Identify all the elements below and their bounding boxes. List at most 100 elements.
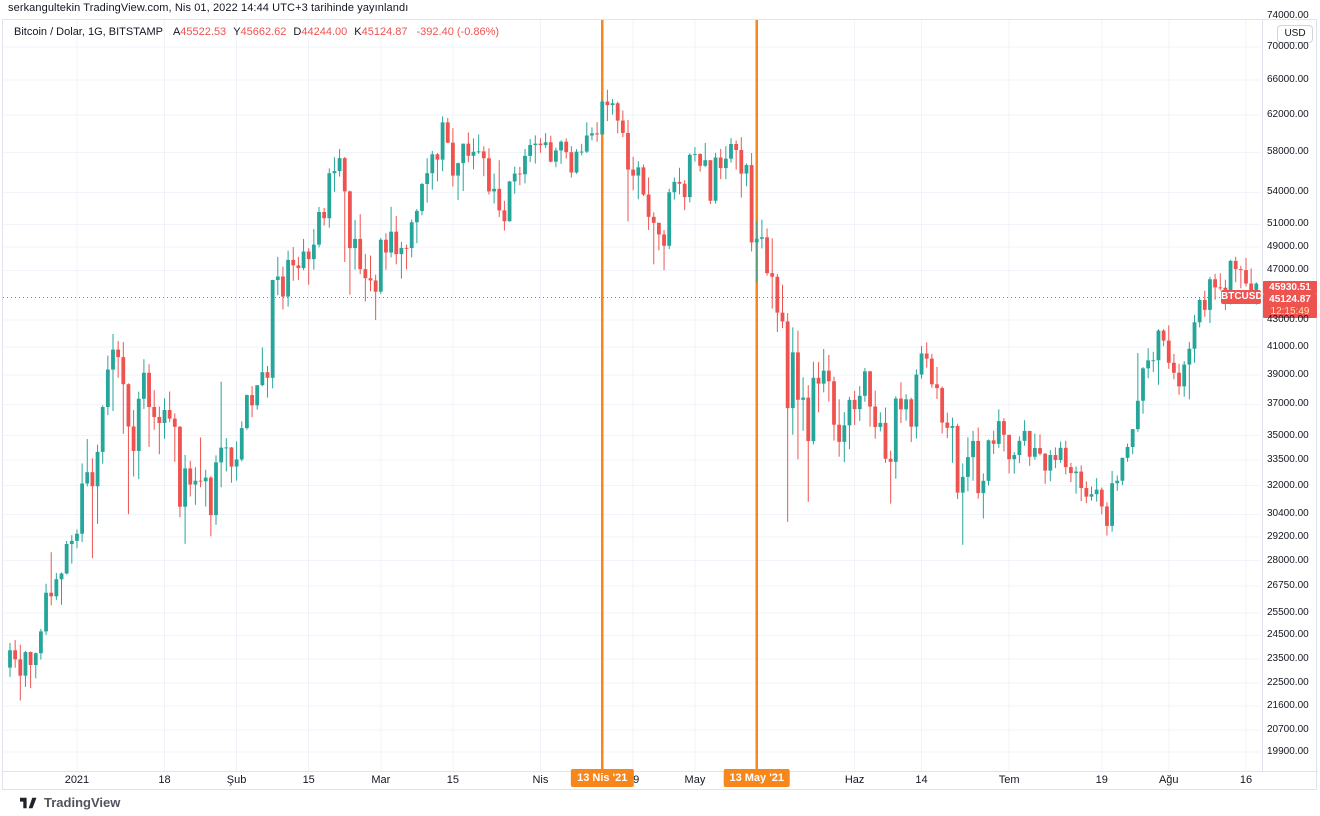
candle <box>610 98 615 115</box>
candle <box>744 163 749 187</box>
candle <box>1007 434 1011 474</box>
candle <box>342 156 347 262</box>
candle <box>183 454 187 544</box>
candle <box>1043 452 1048 484</box>
last-price-value: 45124.87 <box>1269 294 1311 305</box>
candle <box>270 279 275 389</box>
candle <box>1053 447 1058 469</box>
candle <box>816 362 821 413</box>
candle <box>554 147 558 168</box>
time-tick-label: Ağu <box>1158 774 1179 786</box>
candle <box>564 138 569 159</box>
candle <box>1110 470 1114 532</box>
time-tick-label: Nis <box>532 774 549 786</box>
candle <box>1105 502 1109 536</box>
time-tick-label: Şub <box>226 774 247 786</box>
price-tick-label: 49000.00 <box>1267 240 1309 252</box>
candle <box>739 137 744 198</box>
price-tick-label: 23500.00 <box>1267 652 1309 664</box>
candle <box>85 439 90 487</box>
candle <box>1213 273 1217 300</box>
price-tick-label: 24500.00 <box>1267 629 1309 641</box>
candle <box>914 369 919 439</box>
candle <box>543 133 548 148</box>
candle <box>976 427 981 499</box>
candle <box>239 421 244 462</box>
candle <box>384 233 388 270</box>
candle <box>126 383 131 515</box>
candle <box>651 212 656 265</box>
candle <box>754 220 759 283</box>
grid-layer <box>3 20 1261 771</box>
candle <box>116 340 121 378</box>
candle <box>193 467 198 505</box>
candle <box>811 361 816 445</box>
candle <box>790 327 795 435</box>
candle <box>90 458 95 558</box>
tradingview-wordmark: TradingView <box>44 795 121 810</box>
ohlc-high: Y45662.62 <box>233 26 287 38</box>
candle <box>626 119 630 222</box>
candle <box>945 412 950 439</box>
candle <box>1125 443 1130 462</box>
candle <box>414 209 419 244</box>
candle <box>1038 434 1042 456</box>
candle <box>1202 290 1207 317</box>
candle <box>986 439 991 486</box>
candle <box>909 397 914 442</box>
candle <box>847 396 852 450</box>
price-tick-label: 70000.00 <box>1267 41 1309 52</box>
candle <box>595 122 599 142</box>
price-tick-label: 28000.00 <box>1267 554 1309 566</box>
currency-unit-button[interactable]: USD <box>1277 25 1313 43</box>
bar-close-countdown: 12:15:49 <box>1270 306 1310 317</box>
candle <box>713 152 718 204</box>
candle <box>322 207 327 226</box>
candle <box>502 200 507 231</box>
candle <box>929 353 934 388</box>
candle <box>1094 478 1099 502</box>
candle <box>693 147 697 162</box>
candle <box>219 381 224 488</box>
candle <box>883 407 888 463</box>
candle <box>13 640 18 668</box>
price-tick-label: 37000.00 <box>1267 398 1309 410</box>
candle <box>1238 265 1243 289</box>
ohlc-open: A45522.53 <box>172 26 227 38</box>
ohlc-low: D44244.00 <box>293 26 348 38</box>
candle <box>481 146 486 177</box>
candle <box>111 333 115 411</box>
candle <box>1012 452 1017 474</box>
candle <box>873 390 878 439</box>
candle <box>389 206 393 258</box>
candle <box>806 385 811 502</box>
candle <box>203 469 208 507</box>
candles-layer <box>8 89 1259 701</box>
candle <box>368 255 373 292</box>
event-vertical-lines <box>601 20 758 771</box>
candle <box>559 140 563 164</box>
time-tick-label: Tem <box>998 774 1020 786</box>
candle <box>996 409 1001 448</box>
candle <box>214 455 218 525</box>
candle <box>445 118 450 144</box>
price-tick-label: 25500.00 <box>1267 607 1309 618</box>
event-date-badge: 13 May '21 <box>723 769 791 787</box>
candle <box>1197 298 1202 328</box>
candle <box>919 345 924 379</box>
candle <box>44 583 48 635</box>
candle <box>760 219 764 249</box>
time-tick-label: 16 <box>1239 774 1253 786</box>
candle <box>1120 457 1125 486</box>
candle <box>75 529 79 549</box>
candle <box>1156 329 1161 385</box>
candle <box>399 241 404 279</box>
price-tick-label: 21600.00 <box>1267 700 1309 712</box>
candle <box>857 386 862 421</box>
candle <box>796 330 800 460</box>
candle <box>229 447 234 483</box>
tradingview-footer[interactable]: TradingView <box>20 795 120 810</box>
candle <box>95 444 100 524</box>
candle <box>1141 367 1145 414</box>
